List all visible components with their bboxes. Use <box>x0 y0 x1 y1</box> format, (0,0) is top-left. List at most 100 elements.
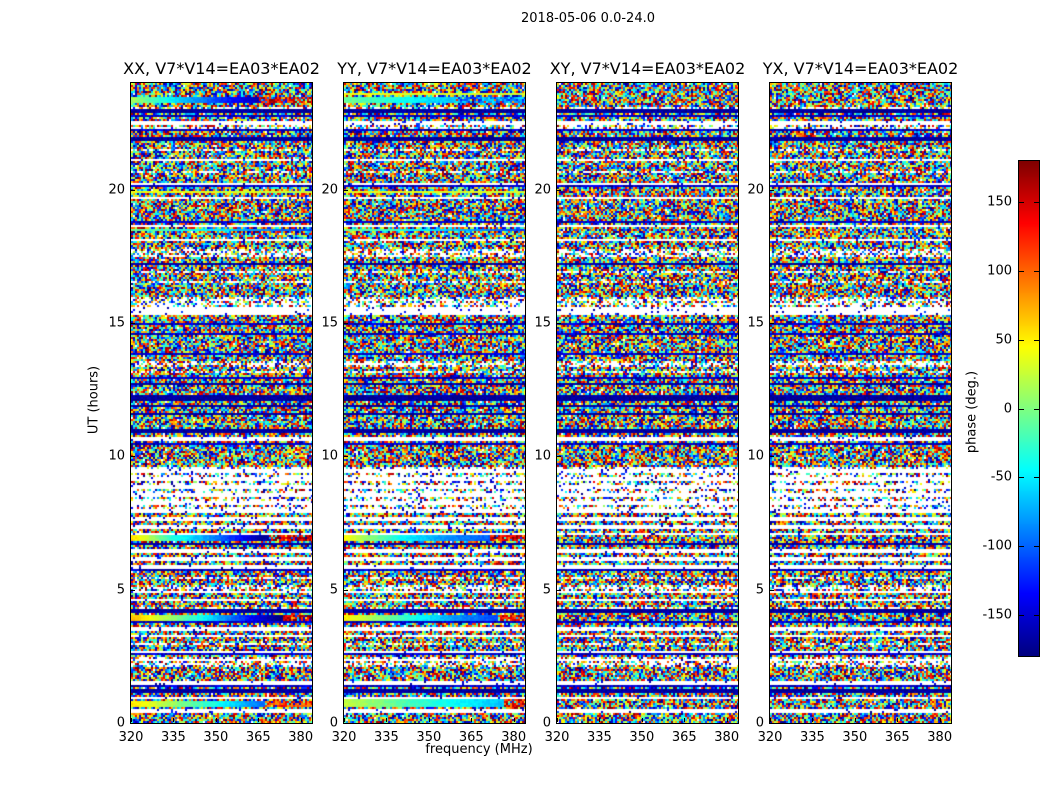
x-tick-label: 350 <box>203 730 229 745</box>
panel-title-xx: XX, V7*V14=EA03*EA02 <box>123 59 320 78</box>
colorbar-tick-mark <box>1034 614 1039 616</box>
colorbar-tick-mark <box>1019 202 1024 204</box>
x-tick-label: 320 <box>331 730 357 745</box>
colorbar-tick-label: -100 <box>982 538 1012 554</box>
x-tick-label: 365 <box>458 730 484 745</box>
y-tick-label: 20 <box>747 182 764 198</box>
x-tick-label: 335 <box>161 730 186 745</box>
x-tick-mark <box>386 718 388 722</box>
heatmap-canvas-xy <box>556 82 739 724</box>
colorbar-tick-mark <box>1019 477 1024 479</box>
y-tick-label: 15 <box>321 315 338 331</box>
y-tick-mark <box>344 723 348 724</box>
colorbar-label: phase (deg.) <box>964 370 980 454</box>
y-tick-mark <box>557 589 561 591</box>
x-tick-mark <box>471 718 473 722</box>
x-tick-mark <box>641 718 643 722</box>
x-tick-mark <box>897 718 899 722</box>
y-tick-label: 0 <box>755 715 764 731</box>
y-tick-mark <box>344 589 348 591</box>
x-tick-label: 335 <box>587 730 612 745</box>
x-tick-label: 320 <box>118 730 144 745</box>
x-tick-mark <box>173 718 175 722</box>
y-tick-mark <box>557 723 561 724</box>
y-tick-label: 15 <box>747 315 764 331</box>
x-tick-mark <box>428 718 430 722</box>
x-tick-label: 320 <box>757 730 783 745</box>
y-tick-label: 10 <box>747 448 764 464</box>
y-tick-mark <box>557 323 561 324</box>
x-tick-mark <box>684 718 686 722</box>
x-tick-label: 335 <box>374 730 399 745</box>
y-tick-label: 15 <box>108 315 125 331</box>
x-tick-mark <box>939 718 941 722</box>
y-tick-mark <box>131 189 135 191</box>
y-tick-label: 5 <box>542 582 551 598</box>
colorbar-tick-mark <box>1034 546 1039 547</box>
colorbar-tick-mark <box>1034 408 1039 410</box>
y-tick-label: 5 <box>755 582 764 598</box>
x-tick-mark <box>854 718 856 722</box>
x-tick-mark <box>599 718 601 722</box>
x-tick-label: 320 <box>544 730 570 745</box>
colorbar-tick-label: 100 <box>987 263 1012 279</box>
y-tick-label: 0 <box>116 715 125 731</box>
y-tick-mark <box>770 723 774 724</box>
panel-title-xy: XY, V7*V14=EA03*EA02 <box>549 59 746 78</box>
y-tick-label: 5 <box>116 582 125 598</box>
x-tick-label: 380 <box>501 730 527 745</box>
heatmap-panel-yy: YY, V7*V14=EA03*EA02 320 335 350 365 380 0 5 10… <box>321 59 531 745</box>
x-axis-label: frequency (MHz) <box>425 742 533 757</box>
y-tick-label: 20 <box>321 182 338 198</box>
heatmap-panel-yx: YX, V7*V14=EA03*EA02 320 335 350 365 380 0 5 10… <box>747 59 958 745</box>
colorbar-tick-mark <box>1034 477 1039 479</box>
x-tick-mark <box>770 718 771 722</box>
y-tick-mark <box>770 323 774 324</box>
y-tick-mark <box>557 456 561 458</box>
y-tick-mark <box>131 323 135 324</box>
x-tick-label: 365 <box>245 730 271 745</box>
x-tick-label: 365 <box>671 730 697 745</box>
colorbar-tick-mark <box>1019 614 1024 616</box>
heatmap-panel-xx: XX, V7*V14=EA03*EA02 320 335 350 365 380 0 5 10… <box>108 59 319 745</box>
y-tick-label: 10 <box>534 448 551 464</box>
y-tick-label: 20 <box>534 182 551 198</box>
colorbar-tick-mark <box>1019 408 1024 410</box>
colorbar-tick-label: 150 <box>987 194 1012 210</box>
colorbar-tick-label: 50 <box>995 332 1012 348</box>
x-tick-label: 335 <box>800 730 825 745</box>
x-tick-mark <box>726 718 728 722</box>
y-tick-mark <box>344 456 348 458</box>
y-tick-mark <box>131 456 135 458</box>
colorbar-tick-label: -150 <box>982 607 1012 623</box>
colorbar-tick-label: 0 <box>1003 401 1012 416</box>
colorbar-tick-mark <box>1034 202 1039 204</box>
colorbar-canvas <box>1018 160 1040 657</box>
y-axis-label: UT (hours) <box>86 365 102 435</box>
x-tick-label: 350 <box>629 730 655 745</box>
y-tick-mark <box>557 189 561 191</box>
y-tick-label: 0 <box>329 715 338 731</box>
colorbar-tick-label: -50 <box>990 469 1012 485</box>
colorbar: 150 100 50 0 -50 -100 -150 <box>982 160 1040 657</box>
heatmap-canvas-yy <box>343 82 526 724</box>
y-tick-mark <box>344 189 348 191</box>
y-tick-mark <box>131 723 135 724</box>
heatmap-canvas-yx <box>769 82 952 724</box>
figure-title: 2018-05-06 0.0-24.0 <box>521 11 655 26</box>
x-tick-label: 380 <box>714 730 740 745</box>
colorbar-tick-mark <box>1019 339 1024 341</box>
heatmap-panel-xy: XY, V7*V14=EA03*EA02 320 335 350 365 380 0 5 10… <box>534 59 745 745</box>
y-tick-mark <box>770 589 774 591</box>
y-tick-label: 10 <box>321 448 338 464</box>
x-tick-label: 380 <box>927 730 953 745</box>
y-tick-label: 15 <box>534 315 551 331</box>
colorbar-tick-mark <box>1034 339 1039 341</box>
colorbar-tick-mark <box>1019 271 1024 272</box>
x-tick-label: 380 <box>288 730 314 745</box>
x-tick-label: 350 <box>842 730 868 745</box>
heatmap-canvas-xx <box>130 82 313 724</box>
x-tick-mark <box>344 718 345 722</box>
x-tick-mark <box>513 718 515 722</box>
